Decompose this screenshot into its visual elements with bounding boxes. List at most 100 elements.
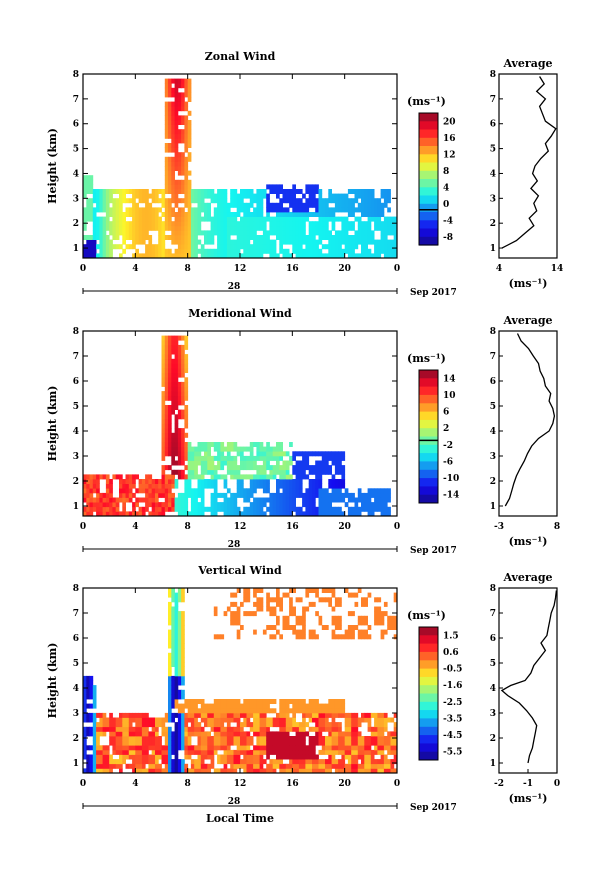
heatmap-cell <box>174 601 179 607</box>
heatmap-cell <box>383 768 388 774</box>
heatmap-cell <box>276 502 280 508</box>
heatmap-cell <box>347 221 352 227</box>
heatmap-cell <box>125 712 130 718</box>
heatmap-cell <box>174 483 179 489</box>
heatmap-cell <box>308 763 313 769</box>
heatmap-cell <box>374 731 378 737</box>
heatmap-cell <box>226 722 231 728</box>
heatmap-cell <box>119 474 123 480</box>
heatmap-cell <box>207 717 211 723</box>
heatmap-cell <box>112 731 117 737</box>
heatmap-cell <box>367 506 372 512</box>
heatmap-cell <box>168 92 172 98</box>
heatmap-cell <box>259 455 264 461</box>
heatmap-cell <box>246 754 251 760</box>
heatmap-cell <box>240 235 244 240</box>
heatmap-cell <box>302 216 306 222</box>
heatmap-cell <box>155 207 159 213</box>
heatmap-cell <box>200 442 205 447</box>
heatmap-cell <box>155 488 159 494</box>
heatmap-cell <box>341 202 346 208</box>
heatmap-cell <box>341 455 346 461</box>
heatmap-cell <box>253 754 257 760</box>
heatmap-cell <box>390 740 395 746</box>
heatmap-cell <box>164 83 169 89</box>
heatmap-cell <box>210 745 215 751</box>
heatmap-cell <box>128 474 133 480</box>
x-tick-label: 20 <box>338 779 351 789</box>
heatmap-cell <box>266 198 270 204</box>
heatmap-cell <box>109 492 113 498</box>
heatmap-cell <box>128 726 133 732</box>
heatmap-cell <box>171 731 175 737</box>
heatmap-cell <box>161 418 166 424</box>
heatmap-cell <box>331 722 336 728</box>
heatmap-cell <box>177 768 182 774</box>
heatmap-cell <box>174 368 179 373</box>
heatmap-cell <box>305 244 310 250</box>
y-tick-label: 1 <box>73 502 79 512</box>
heatmap-cell <box>148 207 153 213</box>
heatmap-cell <box>259 253 264 259</box>
heatmap-cell <box>240 511 244 517</box>
heatmap-cell <box>204 506 208 512</box>
heatmap-cell <box>168 381 172 387</box>
heatmap-cell <box>145 483 149 489</box>
heatmap-cell <box>236 506 241 512</box>
heatmap-cell <box>138 712 143 718</box>
heatmap-cell <box>115 189 120 194</box>
heatmap-cell <box>279 225 283 231</box>
heatmap-cell <box>282 235 287 240</box>
heatmap-cell <box>357 506 362 512</box>
heatmap-cell <box>197 221 202 227</box>
heatmap-cell <box>164 101 169 107</box>
heatmap-cell <box>305 253 310 259</box>
heatmap-cell <box>377 225 382 231</box>
heatmap-cell <box>89 253 94 259</box>
heatmap-cell <box>351 763 355 769</box>
heatmap-cell <box>240 726 244 732</box>
heatmap-cell <box>253 479 257 484</box>
heatmap-cell <box>213 479 218 484</box>
heatmap-cell <box>331 225 336 231</box>
heatmap-cell <box>92 253 97 259</box>
heatmap-cell <box>331 216 336 222</box>
heatmap-cell <box>171 335 175 341</box>
heatmap-cell <box>253 726 257 732</box>
heatmap-cell <box>315 230 319 236</box>
heatmap-cell <box>230 202 234 208</box>
heatmap-cell <box>347 625 352 630</box>
heatmap-cell <box>282 497 287 503</box>
heatmap-cell <box>305 451 310 457</box>
heatmap-cell <box>334 235 339 240</box>
heatmap-cell <box>328 712 332 718</box>
heatmap-cell <box>200 740 205 746</box>
heatmap-cell <box>233 492 238 498</box>
heatmap-cell <box>354 736 359 741</box>
heatmap-cell <box>109 239 113 245</box>
heatmap-cell <box>383 193 388 199</box>
heatmap-cell <box>171 432 175 438</box>
heatmap-cell <box>184 92 189 98</box>
heatmap-cell <box>262 736 267 741</box>
heatmap-cell <box>148 502 153 508</box>
heatmap-cell <box>187 216 192 222</box>
heatmap-cell <box>383 244 388 250</box>
heatmap-cell <box>89 488 94 494</box>
heatmap-cell <box>161 731 166 737</box>
heatmap-cell <box>141 506 146 512</box>
heatmap-cell <box>321 225 326 231</box>
heatmap-cell <box>230 198 234 204</box>
heatmap-cell <box>233 712 238 718</box>
heatmap-cell <box>380 634 385 640</box>
heatmap-cell <box>240 625 244 630</box>
heatmap-cell <box>164 354 169 360</box>
heatmap-cell <box>181 680 185 686</box>
date-day: 28 <box>228 282 241 292</box>
heatmap-cell <box>174 198 179 204</box>
heatmap-cell <box>141 198 146 204</box>
heatmap-cell <box>328 253 332 259</box>
heatmap-cell <box>243 712 247 718</box>
heatmap-cell <box>132 749 136 755</box>
heatmap-cell <box>292 754 296 760</box>
